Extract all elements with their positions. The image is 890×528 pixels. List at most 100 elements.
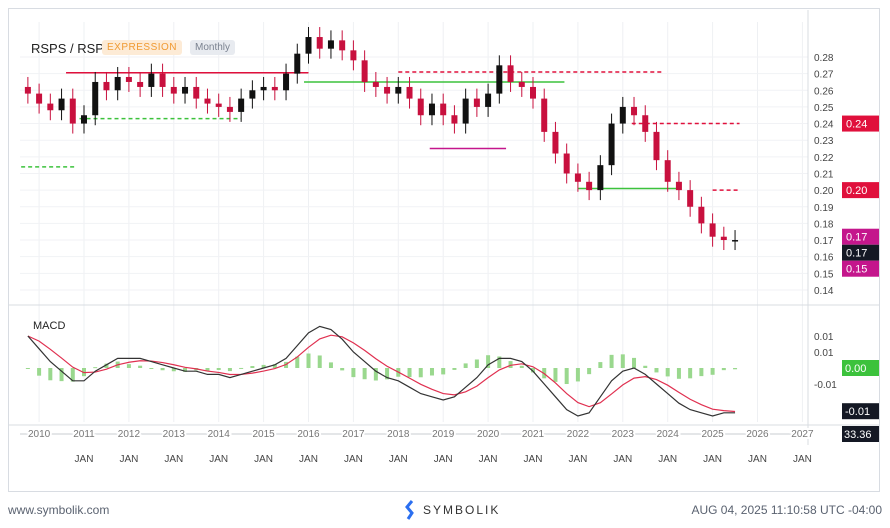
- macd-histogram-bar: [138, 365, 143, 368]
- macd-histogram-bar: [149, 368, 154, 369]
- candle-body: [563, 153, 570, 174]
- macd-histogram-bar: [564, 368, 569, 385]
- candle-body: [406, 86, 413, 99]
- candle-body: [395, 86, 402, 94]
- price-tick-label: 0.25: [814, 103, 834, 114]
- month-label: JAN: [613, 454, 632, 465]
- candle-body: [47, 103, 54, 111]
- macd-histogram-bar: [104, 363, 109, 368]
- macd-histogram-bar: [340, 368, 345, 371]
- year-label: 2015: [252, 429, 275, 440]
- macd-histogram-bar: [37, 368, 42, 376]
- macd-histogram-bar: [205, 368, 210, 372]
- price-label-text: 0.17: [846, 232, 867, 244]
- candle-body: [496, 65, 503, 94]
- price-tick-label: 0.22: [814, 153, 834, 164]
- site-link[interactable]: www.symbolik.com: [8, 503, 110, 517]
- macd-histogram-bar: [474, 359, 479, 368]
- macd-label-box: [842, 360, 879, 376]
- macd-tick-label: 0.01: [814, 332, 834, 343]
- macd-line: [27, 325, 736, 417]
- year-label: 2011: [73, 429, 95, 440]
- macd-histogram-bar: [48, 368, 53, 381]
- macd-histogram-bar: [317, 355, 322, 368]
- price-label-box: [842, 228, 879, 245]
- macd-histogram-bar: [362, 368, 367, 380]
- candle-body: [36, 93, 43, 104]
- macd-histogram-bar: [418, 368, 423, 378]
- candle-body: [642, 115, 649, 132]
- macd-histogram-bar: [463, 363, 468, 368]
- candle-body: [92, 81, 99, 116]
- macd-histogram-bar: [59, 368, 64, 382]
- candle-body: [687, 190, 694, 207]
- candle-body: [69, 98, 76, 124]
- candle-body: [58, 98, 65, 111]
- candle-body: [485, 93, 492, 107]
- macd-signal-line: [27, 334, 736, 413]
- price-label-box: [842, 182, 879, 199]
- year-label: 2021: [522, 429, 545, 440]
- price-label-text: 0.24: [846, 119, 867, 131]
- candle-body: [597, 165, 604, 191]
- candle-body: [518, 81, 525, 87]
- price-label-box: [842, 260, 879, 277]
- month-label: JAN: [793, 454, 812, 465]
- price-label-text: 0.20: [846, 185, 867, 197]
- candle-body: [462, 98, 469, 124]
- macd-histogram-bar: [250, 366, 255, 368]
- year-label: 2010: [28, 429, 51, 440]
- candle-body: [114, 76, 121, 91]
- month-label: JAN: [254, 454, 273, 465]
- candle-body: [327, 40, 334, 49]
- candle-body: [698, 206, 705, 224]
- candle-body: [238, 98, 245, 112]
- macd-histogram-bar: [373, 368, 378, 381]
- symbolik-logo-icon: [405, 500, 414, 520]
- price-label-box: [842, 244, 879, 261]
- candle-body: [664, 160, 671, 182]
- candle-body: [294, 53, 301, 74]
- macd-histogram-bar: [452, 368, 457, 370]
- macd-histogram-bar: [519, 365, 524, 368]
- candle-body: [182, 86, 189, 94]
- brand-logo: SYMBOLIK: [405, 500, 500, 520]
- macd-tick-label: -0.01: [814, 380, 837, 391]
- year-label: 2020: [477, 429, 500, 440]
- candle-body: [204, 98, 211, 104]
- month-label: JAN: [703, 454, 722, 465]
- year-label: 2013: [163, 429, 186, 440]
- candle-body: [619, 106, 626, 124]
- candle-body: [305, 37, 312, 54]
- candle-body: [574, 173, 581, 182]
- candle-body: [530, 86, 536, 99]
- price-label-text: 0.17: [846, 248, 867, 260]
- macd-histogram-bar: [676, 368, 681, 379]
- macd-histogram-bar: [429, 368, 434, 376]
- month-label: JAN: [389, 454, 408, 465]
- year-label: 2022: [567, 429, 590, 440]
- macd-histogram-bar: [665, 368, 670, 377]
- macd-histogram-bar: [306, 353, 311, 368]
- candle-body: [271, 86, 278, 91]
- price-tick-label: 0.16: [814, 253, 834, 264]
- macd-histogram-bar: [632, 357, 637, 368]
- candle-body: [552, 131, 559, 154]
- macd-histogram-bar: [710, 368, 715, 375]
- macd-histogram-bar: [654, 368, 659, 373]
- candle-body: [451, 115, 458, 124]
- candle-body: [653, 131, 660, 161]
- month-label: JAN: [119, 454, 138, 465]
- candle-body: [417, 98, 424, 116]
- price-tick-label: 0.21: [814, 169, 834, 180]
- macd-histogram-bar: [25, 368, 30, 369]
- price-tick-label: 0.26: [814, 86, 834, 97]
- candle-body: [193, 86, 200, 99]
- candle-body: [249, 90, 256, 99]
- year-label: 2016: [297, 429, 320, 440]
- period-badge[interactable]: Monthly: [190, 40, 236, 55]
- year-label: 2019: [432, 429, 455, 440]
- candle-body: [709, 223, 716, 237]
- year-label: 2025: [701, 429, 724, 440]
